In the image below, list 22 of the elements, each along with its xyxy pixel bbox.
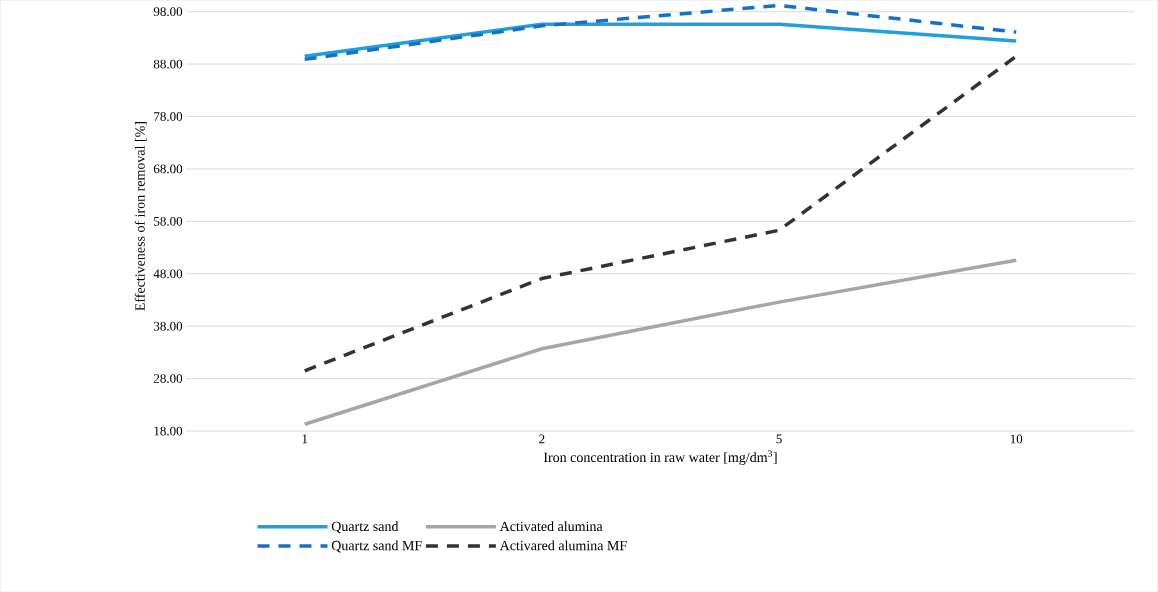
y-tick-label: 68.00	[153, 164, 183, 174]
y-tick-label: 28.00	[153, 374, 183, 383]
legend-label: Activared alumina MF	[499, 540, 627, 551]
legend-label: Activated alumina	[499, 521, 603, 531]
y-tick-label: 78.00	[154, 112, 183, 121]
y-tick-label: 88.00	[153, 59, 183, 69]
legend-label: Quartz sand	[331, 521, 399, 534]
y-tick-label: 18.00	[154, 426, 183, 436]
line-series	[302, 54, 1018, 373]
y-axis-title: Effectiveness of iron removal [%]	[134, 121, 147, 311]
y-tick-label: 58.00	[154, 216, 183, 226]
x-tick-label: 5	[776, 434, 782, 444]
x-tick-label: 2	[539, 434, 545, 444]
y-tick-label: 38.00	[154, 321, 183, 331]
y-tick-label: 48.00	[153, 269, 183, 279]
line-series	[302, 3, 1018, 62]
x-tick-label: 10	[1010, 434, 1023, 444]
y-tick-label: 98.00	[153, 7, 183, 17]
x-tick-label: 1	[302, 434, 308, 444]
legend-label: Quartz sand MF	[331, 540, 422, 553]
line-series	[302, 258, 1018, 426]
x-axis-title: Iron concentration in raw water [mg/dm$^{3}$]	[543, 450, 777, 465]
